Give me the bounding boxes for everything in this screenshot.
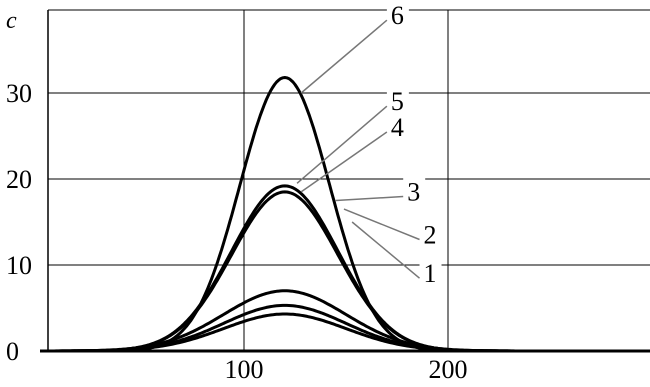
curve-label-bg [403,176,426,207]
curve-label-bg [419,219,442,250]
tick-labels: 0 10 20 30 100 200 [6,79,486,384]
curve-label-4: 4 [391,113,404,142]
leader-line-3 [335,195,404,202]
leader-line-2 [343,208,420,241]
grid-lines [47,9,650,353]
label-leaders: 1 23 45 6 [296,0,442,289]
leader-line-4 [300,131,388,193]
x-tick-label: 200 [429,355,468,384]
curve-label-3: 3 [407,178,420,207]
x-tick-label: 100 [225,355,264,384]
curve-3 [40,289,650,353]
curve-label-1: 1 [424,259,437,288]
curve-label-bg [386,112,409,142]
curves [40,76,650,353]
y-tick-label: 30 [6,79,32,108]
y-tick-label: 10 [6,251,32,280]
curve-6 [40,76,650,353]
leader-line-6 [300,19,388,94]
x-tick-label-bg [206,354,282,384]
y-axis-title: c [6,8,17,34]
curve-label-2: 2 [424,221,437,250]
curve-label-bg [386,86,409,117]
x-tick-label-bg [410,354,486,384]
leader-line-5 [296,105,388,184]
y-tick-label: 0 [6,337,19,366]
curve-1 [40,312,650,353]
curve-label-6: 6 [391,1,404,30]
curve-label-bg [419,258,442,289]
curve-label-bg [386,0,409,31]
y-tick-label: 20 [6,165,32,194]
curve-label-5: 5 [391,87,404,116]
leader-line-1 [351,221,421,279]
